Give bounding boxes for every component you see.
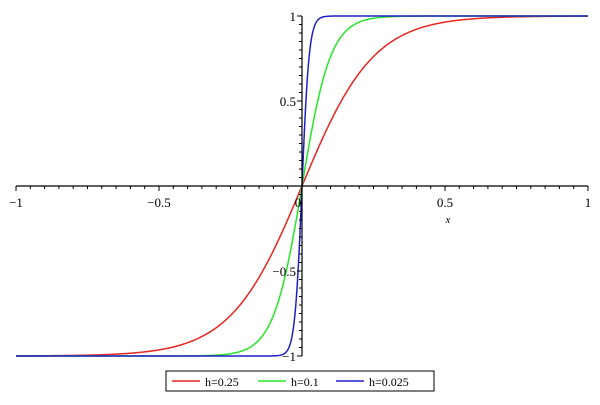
x-tick-label: 1 bbox=[585, 195, 592, 210]
legend: h=0.25 h=0.1 h=0.025 bbox=[165, 370, 435, 392]
legend-label-1: h=0.25 bbox=[205, 375, 239, 389]
x-tick-label: 0 bbox=[295, 195, 302, 210]
x-tick-label: −0.5 bbox=[147, 195, 171, 210]
legend-label-2: h=0.1 bbox=[291, 375, 319, 389]
legend-label-3: h=0.025 bbox=[369, 375, 409, 389]
x-tick-label: 0.5 bbox=[437, 195, 453, 210]
ticks-layer: −1 −0.5 0 0.5 1 1 0.5 −0.5 −1 bbox=[9, 9, 591, 364]
y-tick-label: −1 bbox=[282, 349, 296, 364]
y-tick-label: −0.5 bbox=[272, 264, 296, 279]
x-tick-label: −1 bbox=[9, 195, 23, 210]
legend-box bbox=[165, 370, 435, 392]
x-axis-label: x bbox=[445, 214, 451, 226]
y-tick-label: 0.5 bbox=[280, 94, 296, 109]
y-tick-label: 1 bbox=[290, 9, 297, 24]
